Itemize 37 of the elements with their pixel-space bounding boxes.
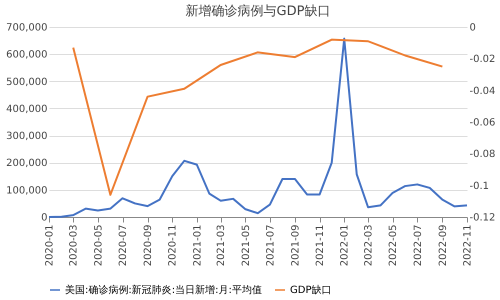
x-tick-label: 2022-11: [462, 224, 474, 266]
y-tick-label: 200,000: [6, 158, 48, 170]
x-tick-label: 2020-05: [93, 224, 104, 266]
chart-title: 新增确诊病例与GDP缺口: [186, 4, 330, 19]
y2-tick-label: -0.08: [470, 149, 496, 160]
x-tick-label: 2022-07: [412, 224, 424, 266]
y-tick-label: 600,000: [6, 50, 48, 61]
y-tick-label: 700,000: [6, 22, 48, 34]
x-tick-label: 2021-11: [315, 224, 326, 266]
y-tick-label: 300,000: [6, 131, 48, 142]
x-tick-label: 2022-03: [364, 224, 375, 266]
x-tick-label: 2021-03: [216, 224, 228, 266]
y-tick-label: 500,000: [6, 76, 48, 88]
x-tick-label: 2021-01: [192, 224, 204, 266]
y-tick-label: 400,000: [6, 104, 48, 115]
legend-label: GDP缺口: [290, 284, 332, 296]
x-tick-label: 2020-11: [168, 224, 179, 266]
y2-tick-label: -0.06: [470, 118, 496, 128]
y2-tick-label: -0.12: [470, 212, 496, 224]
x-tick-label: 2021-07: [265, 224, 276, 266]
line-series: [72, 38, 444, 196]
x-tick-label: 2022-01: [340, 224, 351, 266]
x-tick-label: 2020-07: [118, 224, 130, 266]
y-tick-label: 100,000: [6, 185, 48, 196]
x-tick-label: 2020-03: [68, 224, 80, 266]
x-tick-label: 2020-09: [143, 224, 154, 266]
y-tick-label: 0: [41, 212, 48, 224]
x-tick-label: 2022-09: [438, 224, 449, 266]
x-tick-label: 2021-05: [240, 224, 252, 266]
legend-label: 美国:确诊病例:新冠肺炎:当日新增:月:平均值: [65, 284, 262, 296]
x-tick-label: 2021-09: [290, 224, 302, 266]
y2-tick-label: -0.1: [470, 180, 490, 192]
y2-tick-label: 0: [470, 22, 476, 34]
y2-tick-label: -0.04: [470, 86, 496, 97]
y2-tick-label: -0.02: [470, 54, 496, 66]
x-tick-label: 2020-01: [44, 224, 56, 266]
x-tick-label: 2022-05: [388, 224, 400, 266]
